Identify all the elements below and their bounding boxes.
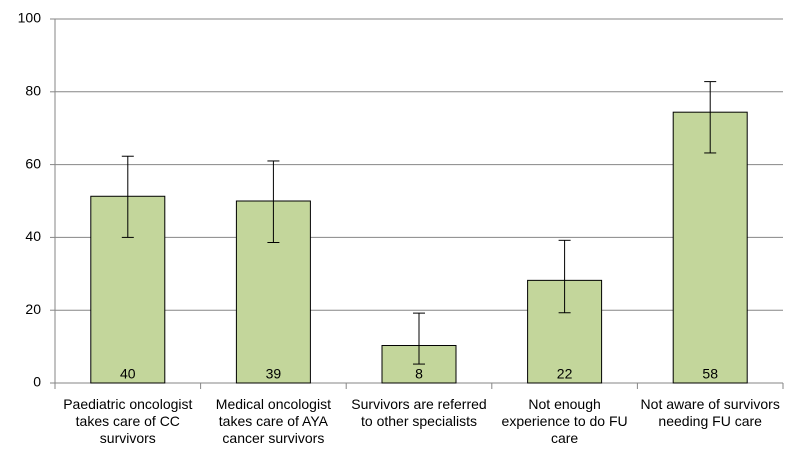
bar-label: 58 <box>702 366 718 382</box>
bar-label: 39 <box>266 366 282 382</box>
y-tick-label: 100 <box>18 10 42 26</box>
bar-label: 40 <box>120 366 136 382</box>
y-tick-label: 0 <box>33 374 41 390</box>
x-tick-label: Not aware of survivors needing FU care <box>640 396 780 429</box>
y-tick-label: 80 <box>25 83 41 99</box>
bar-label: 22 <box>557 366 573 382</box>
x-tick-label: Not enough experience to do FU care <box>501 396 628 446</box>
x-tick-label: Survivors are referred to other speciali… <box>351 396 487 429</box>
bar <box>672 111 748 384</box>
y-tick-label: 60 <box>25 155 41 171</box>
y-tick-label: 20 <box>25 301 41 317</box>
y-tick-label: 40 <box>25 228 41 244</box>
x-tick-label: Medical oncologist takes care of AYA can… <box>215 396 331 446</box>
x-tick-label: Paediatric oncologist takes care of CC s… <box>63 396 193 446</box>
bar-label: 8 <box>415 366 423 382</box>
